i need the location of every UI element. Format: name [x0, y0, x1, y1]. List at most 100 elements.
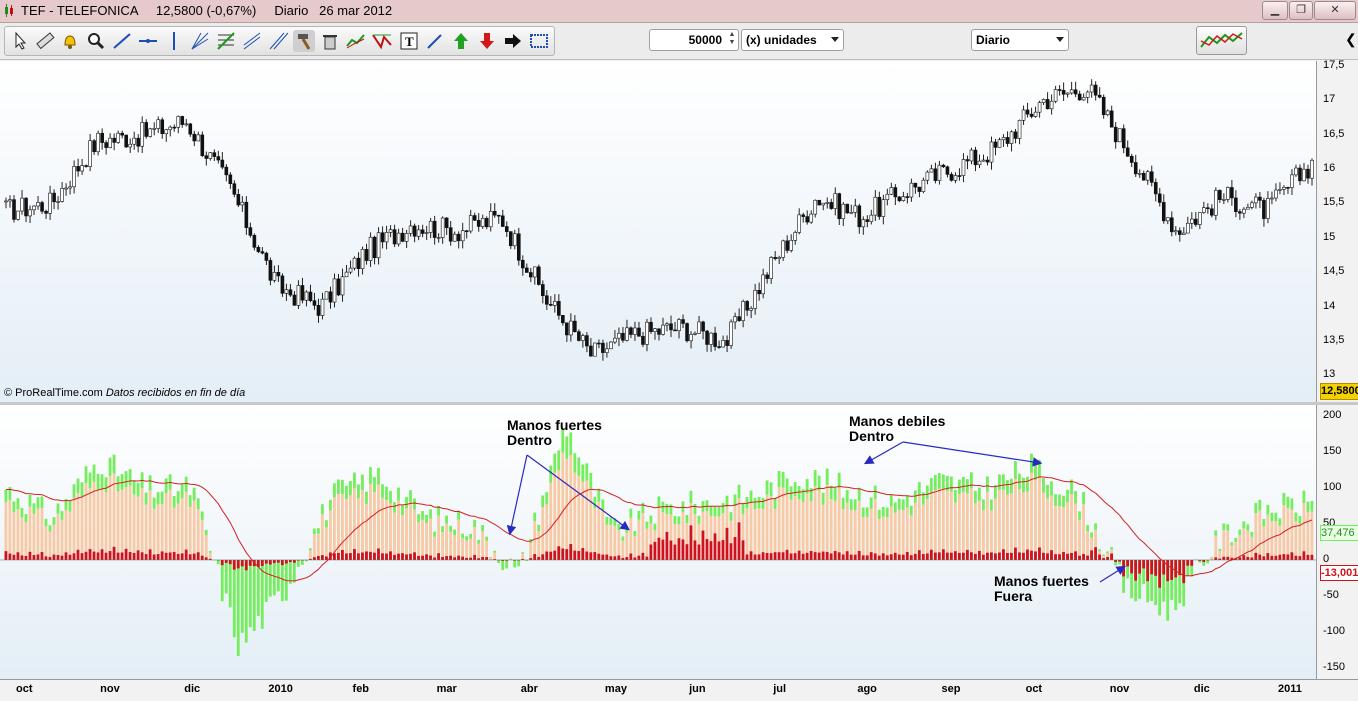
histogram-bar	[485, 537, 488, 541]
candle-body	[449, 228, 452, 242]
rectangle-icon[interactable]	[528, 30, 550, 52]
histogram-bar	[361, 553, 364, 560]
vertical-line-icon[interactable]	[163, 30, 185, 52]
histogram-bar	[81, 482, 84, 496]
histogram-bar	[1106, 557, 1109, 560]
histogram-bar	[293, 560, 296, 563]
candle-body	[5, 201, 8, 202]
histogram-bar	[453, 535, 456, 560]
histogram-bar	[1042, 493, 1045, 560]
arrow-down-icon[interactable]	[476, 30, 498, 52]
candle-body	[710, 333, 713, 344]
timeframe-dropdown[interactable]: Diario	[971, 29, 1069, 51]
text-tool-icon[interactable]: T	[398, 30, 420, 52]
price-chart[interactable]	[0, 61, 1316, 402]
histogram-bar	[1058, 495, 1061, 507]
zigzag-icon[interactable]	[371, 30, 393, 52]
histogram-bar	[605, 517, 608, 525]
trash-icon[interactable]	[319, 30, 341, 52]
histogram-bar	[441, 532, 444, 560]
histogram-bar	[978, 488, 981, 501]
histogram-bar	[738, 485, 741, 499]
zoom-icon[interactable]	[85, 30, 107, 52]
histogram-bar	[385, 554, 388, 560]
minimize-button[interactable]: ▁	[1262, 1, 1288, 20]
candle-body	[9, 200, 12, 201]
histogram-bar	[1010, 553, 1013, 560]
histogram-bar	[1110, 554, 1113, 560]
arrow-line-icon[interactable]	[424, 30, 446, 52]
histogram-bar	[269, 560, 272, 565]
candle-body	[309, 292, 312, 301]
candle-body	[1290, 175, 1293, 188]
candle-body	[633, 328, 636, 335]
trend-line-icon[interactable]	[111, 30, 133, 52]
candle-body	[874, 197, 877, 215]
candle-body	[978, 161, 981, 165]
candle-body	[1066, 93, 1069, 94]
histogram-bar	[790, 500, 793, 560]
histogram-bar	[445, 516, 448, 524]
parallel-lines-icon[interactable]	[267, 30, 289, 52]
histogram-bar	[1170, 560, 1173, 580]
arrow-right-icon[interactable]	[502, 30, 524, 52]
month-label: 2011	[1278, 683, 1302, 695]
histogram-bar	[325, 556, 328, 559]
quantity-stepper[interactable]: 50000 ▲▼	[649, 29, 739, 51]
channel-icon[interactable]	[241, 30, 263, 52]
moving-average-tool-icon[interactable]	[345, 30, 367, 52]
histogram-bar	[838, 488, 841, 560]
candle-body	[926, 172, 929, 180]
histogram-bar	[770, 496, 773, 560]
candle-body	[1298, 168, 1301, 181]
horizontal-line-icon[interactable]	[137, 30, 159, 52]
units-dropdown[interactable]: (x) unidades	[741, 29, 844, 51]
price-pane[interactable]: © ProRealTime.com Datos recibidos en fin…	[0, 61, 1316, 402]
candle-body	[113, 138, 116, 142]
histogram-bar	[1018, 552, 1021, 560]
close-button[interactable]: ✕	[1314, 1, 1356, 20]
candle-body	[357, 258, 360, 268]
candle-body	[1126, 148, 1129, 156]
spinner-arrows-icon[interactable]: ▲▼	[727, 31, 737, 49]
alarm-bell-icon[interactable]	[59, 30, 81, 52]
arrow-up-icon[interactable]	[450, 30, 472, 52]
fibonacci-fan-icon[interactable]	[189, 30, 211, 52]
histogram-bar	[666, 532, 669, 560]
histogram-bar	[629, 554, 632, 560]
candle-body	[17, 211, 20, 219]
pointer-icon[interactable]	[9, 30, 31, 52]
histogram-bar	[890, 507, 893, 560]
histogram-bar	[165, 553, 168, 560]
month-label: jun	[689, 683, 706, 695]
hammer-icon[interactable]	[293, 30, 315, 52]
histogram-bar	[477, 544, 480, 560]
fibonacci-retracement-icon[interactable]	[215, 30, 237, 52]
histogram-bar	[1278, 555, 1281, 560]
ruler-icon[interactable]	[34, 30, 56, 52]
histogram-bar	[465, 558, 468, 560]
candle-body	[97, 133, 100, 151]
candle-body	[141, 122, 144, 146]
candle-body	[1294, 168, 1297, 175]
collapse-panel-icon[interactable]: ❮	[1345, 31, 1357, 48]
candle-body	[970, 150, 973, 161]
histogram-bar	[429, 518, 432, 560]
restore-button[interactable]: ❐	[1289, 1, 1313, 20]
histogram-bar	[910, 555, 913, 560]
histogram-bar	[573, 551, 576, 560]
histogram-bar	[1206, 560, 1209, 563]
candle-body	[790, 240, 793, 250]
indicator-chart[interactable]	[0, 405, 1316, 679]
candle-body	[1026, 110, 1029, 114]
indicators-button[interactable]	[1196, 26, 1247, 55]
histogram-bar	[802, 554, 805, 560]
histogram-bar	[938, 489, 941, 560]
histogram-bar	[33, 555, 36, 560]
indicator-pane[interactable]: Manos fuertes Dentro Manos debiles Dentr…	[0, 405, 1316, 679]
histogram-bar	[854, 499, 857, 510]
indicator-value-badge: -13,001	[1320, 565, 1358, 581]
